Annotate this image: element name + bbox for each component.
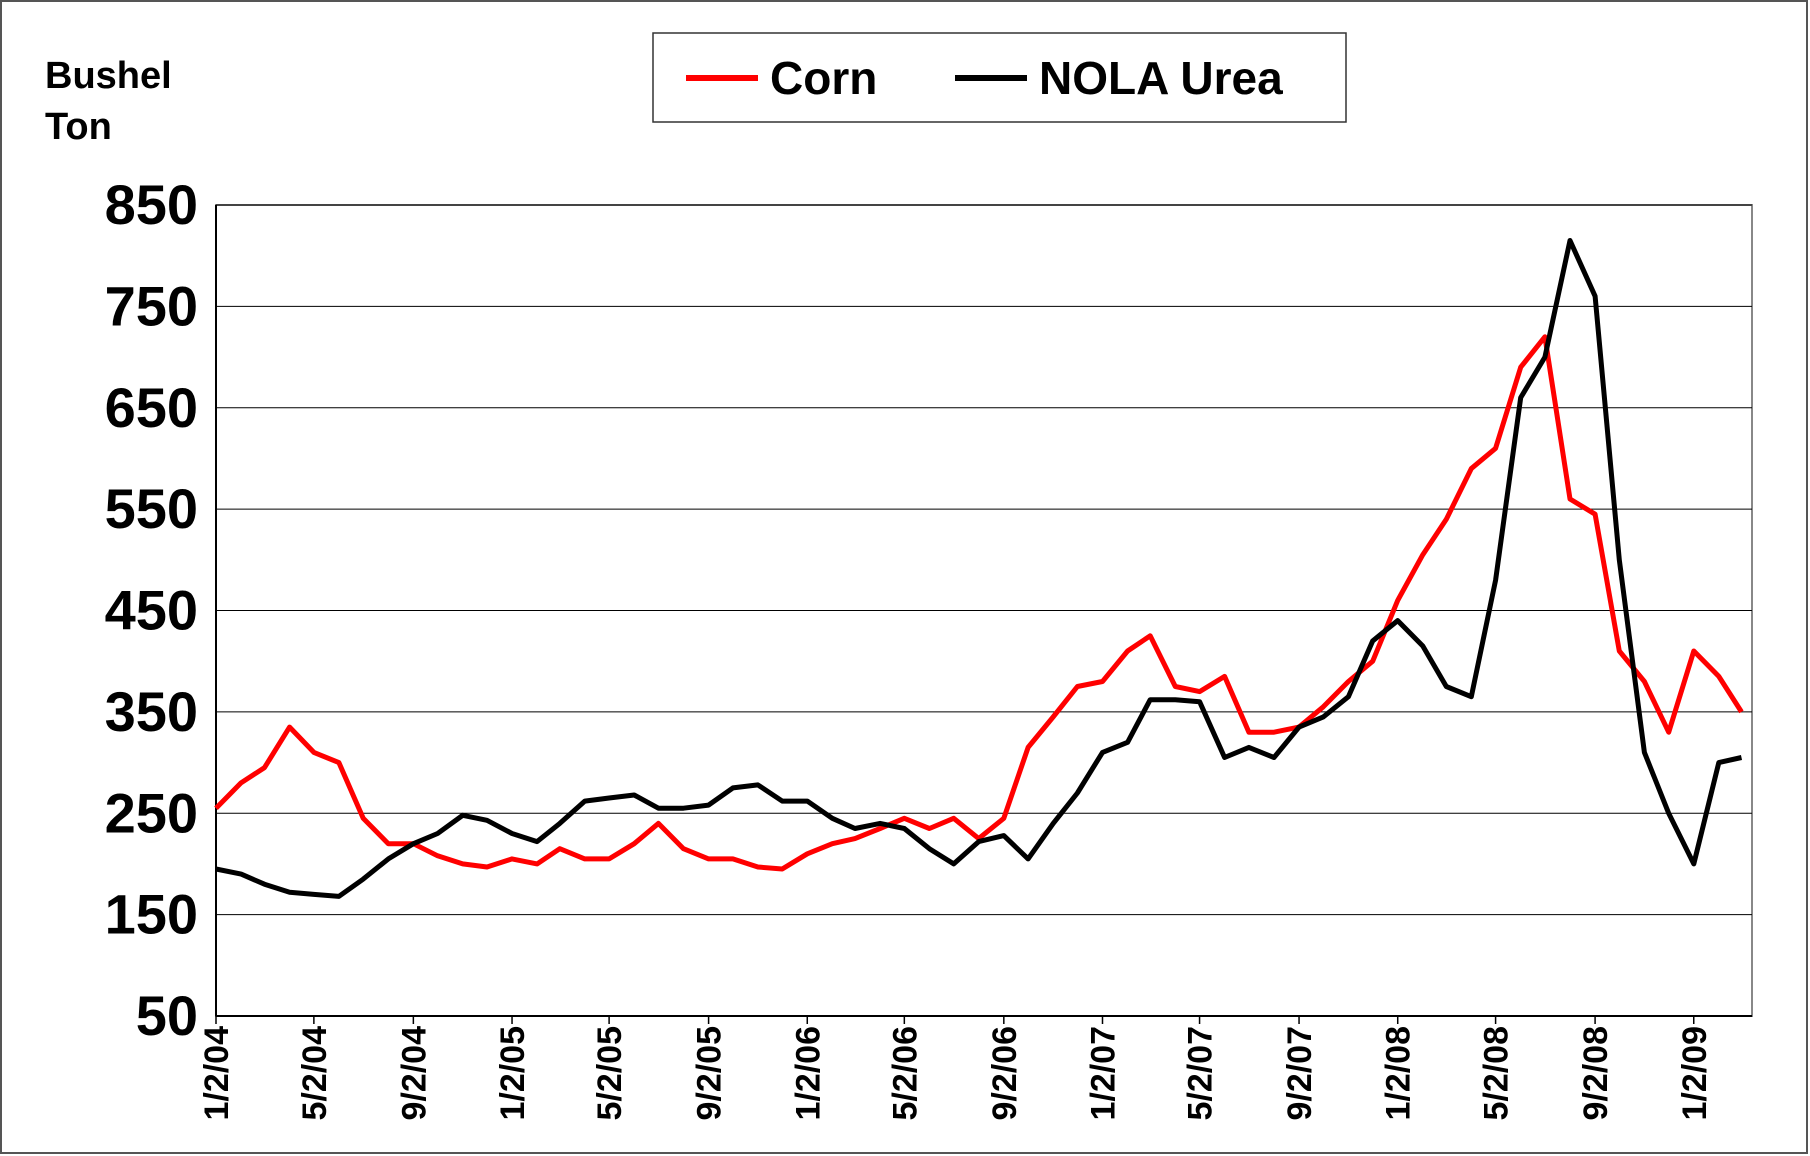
- x-tick-label: 9/2/06: [986, 1026, 1024, 1121]
- x-tick-label: 9/2/08: [1577, 1026, 1615, 1121]
- legend-label: Corn: [770, 52, 877, 104]
- y-tick-label: 350: [105, 680, 198, 743]
- x-tick-label: 1/2/07: [1084, 1026, 1122, 1121]
- x-tick-label: 1/2/06: [789, 1026, 827, 1121]
- x-tick-label: 1/2/08: [1380, 1026, 1418, 1121]
- y-tick-label: 750: [105, 274, 198, 337]
- x-tick-label: 1/2/04: [198, 1026, 236, 1121]
- y-label-line: Ton: [45, 106, 112, 148]
- x-tick-label: 9/2/04: [395, 1026, 433, 1121]
- x-tick-label: 5/2/05: [591, 1026, 629, 1121]
- series-line: [214, 334, 1744, 872]
- y-tick-label: 50: [136, 984, 198, 1047]
- legend-label: NOLA Urea: [1039, 52, 1283, 104]
- y-tick-label: 250: [105, 781, 198, 844]
- x-tick-label: 5/2/07: [1182, 1026, 1220, 1121]
- y-tick-label: 850: [105, 173, 198, 236]
- x-tick-label: 1/2/05: [494, 1026, 532, 1121]
- x-tick-label: 5/2/06: [886, 1026, 924, 1121]
- y-label-line: Bushel: [45, 55, 172, 97]
- series-line: [215, 238, 1743, 899]
- x-tick-label: 5/2/08: [1478, 1026, 1516, 1121]
- y-tick-label: 550: [105, 477, 198, 540]
- x-tick-label: 1/2/09: [1676, 1026, 1714, 1121]
- y-tick-label: 650: [105, 376, 198, 439]
- x-tick-label: 5/2/04: [296, 1026, 334, 1121]
- x-tick-label: 9/2/05: [691, 1026, 729, 1121]
- y-tick-label: 150: [105, 883, 198, 946]
- y-tick-label: 450: [105, 579, 198, 642]
- x-tick-label: 9/2/07: [1281, 1026, 1319, 1121]
